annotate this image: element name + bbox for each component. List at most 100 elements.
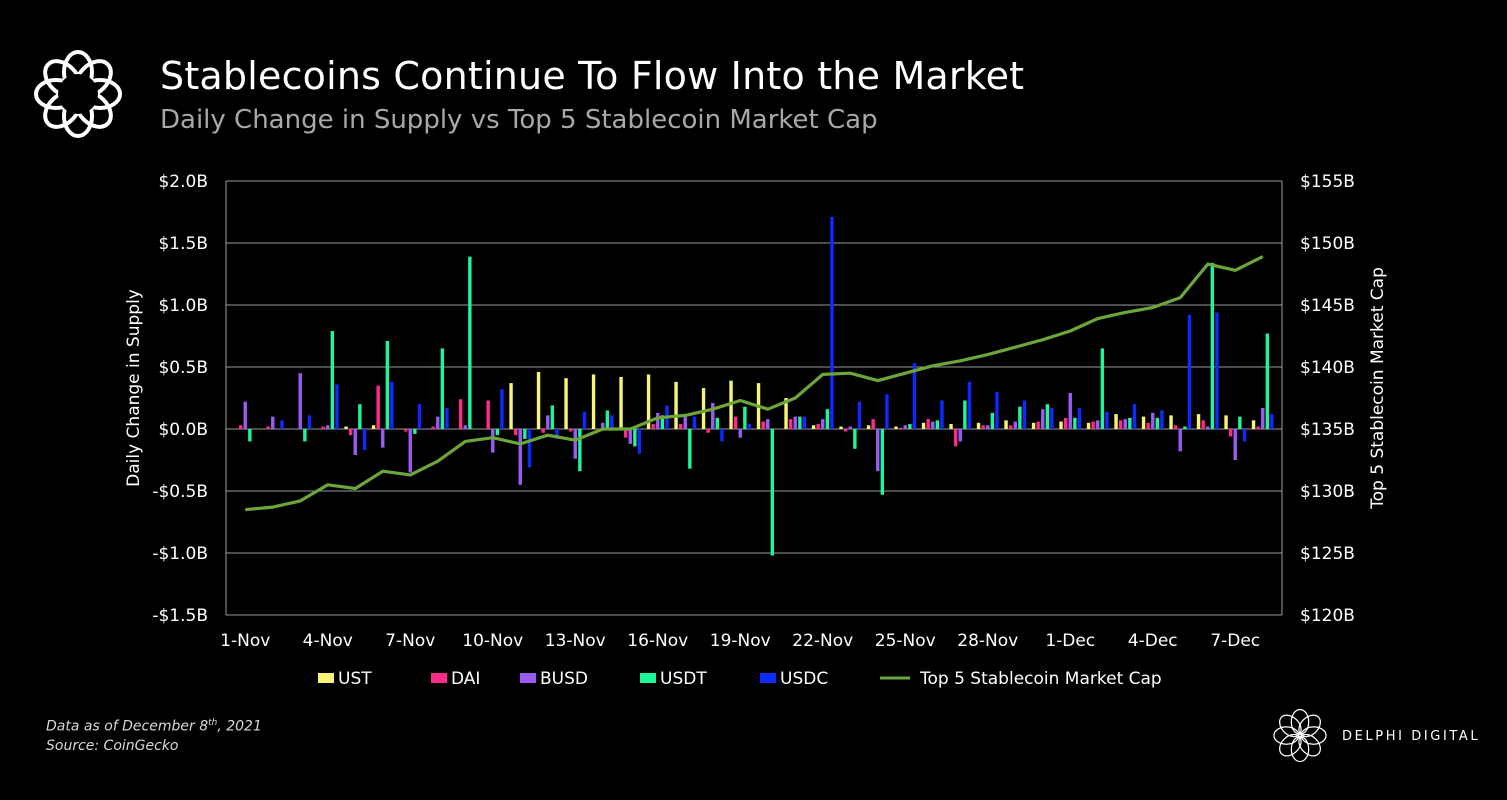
delphi-digital-brand-icon bbox=[1273, 708, 1327, 763]
bar-usdc-19-Nov bbox=[747, 424, 752, 429]
x-tick-label: 10-Nov bbox=[462, 631, 523, 651]
bar-busd-5-Nov bbox=[353, 429, 357, 456]
bar-ust-27-Nov bbox=[949, 424, 953, 429]
y-tick-label: $1.5B bbox=[158, 234, 208, 254]
footnote: Data as of December 8th, 2021 Source: Co… bbox=[46, 714, 262, 756]
bar-dai-6-Dec bbox=[1201, 420, 1205, 429]
bar-usdc-28-Nov bbox=[995, 391, 999, 429]
bar-usdc-2-Nov bbox=[280, 420, 284, 429]
bar-usdc-26-Nov bbox=[940, 400, 944, 429]
y-tick-label: $0.0B bbox=[158, 420, 208, 440]
bar-dai-4-Dec bbox=[1146, 422, 1150, 429]
legend-label: DAI bbox=[451, 669, 480, 689]
tick-labels: $2.0B $1.5B $1.0B $0.5B $0.0B -$0.5B -$1.0B -$1… bbox=[124, 172, 1388, 651]
legend-swatch bbox=[431, 673, 447, 683]
bar-ust-16-Nov bbox=[646, 374, 651, 429]
bar-busd-1-Nov bbox=[243, 401, 247, 429]
x-tick-label: 4-Nov bbox=[303, 631, 353, 651]
source-note: Source: CoinGecko bbox=[46, 737, 179, 754]
bar-ust-5-Nov bbox=[344, 426, 348, 429]
bar-usdc-3-Dec bbox=[1132, 404, 1137, 429]
legend-item-usdt: USDT bbox=[640, 669, 707, 689]
bar-usdc-11-Nov bbox=[527, 429, 532, 468]
bar-busd-3-Dec bbox=[1123, 419, 1127, 429]
bar-usdc-13-Nov bbox=[582, 411, 587, 429]
bar-dai-12-Nov bbox=[541, 429, 545, 433]
bar-usdc-8-Dec bbox=[1270, 414, 1274, 429]
legend-swatch bbox=[760, 673, 776, 683]
y2-tick-label: $135B bbox=[1300, 420, 1355, 440]
x-tick-label: 1-Dec bbox=[1045, 631, 1095, 651]
bar-busd-22-Nov bbox=[821, 419, 825, 429]
bar-busd-12-Nov bbox=[546, 415, 550, 429]
bar-busd-18-Nov bbox=[711, 402, 715, 429]
bar-busd-19-Nov bbox=[738, 429, 742, 438]
bar-busd-16-Nov bbox=[656, 412, 660, 429]
bar-usdt-28-Nov bbox=[990, 412, 995, 429]
bar-usdc-7-Nov bbox=[417, 404, 422, 429]
y2-tick-label: $130B bbox=[1300, 482, 1355, 502]
bar-dai-4-Nov bbox=[321, 426, 325, 429]
bar-usdc-30-Nov bbox=[1050, 407, 1054, 429]
bar-ust-22-Nov bbox=[811, 425, 816, 429]
bar-usdt-30-Nov bbox=[1045, 404, 1050, 429]
bar-ust-8-Dec bbox=[1251, 420, 1256, 429]
bar-usdt-3-Dec bbox=[1128, 417, 1132, 429]
bar-usdc-25-Nov bbox=[912, 363, 917, 429]
bar-dai-3-Dec bbox=[1118, 420, 1123, 429]
bar-ust-5-Dec bbox=[1169, 415, 1173, 429]
bar-usdc-15-Nov bbox=[637, 429, 642, 454]
bar-dai-25-Nov bbox=[898, 427, 903, 429]
bar-usdt-25-Nov bbox=[908, 424, 912, 429]
bar-busd-8-Nov bbox=[436, 416, 440, 429]
chart-subtitle: Daily Change in Supply vs Top 5 Stableco… bbox=[160, 105, 878, 135]
bar-usdc-29-Nov bbox=[1022, 400, 1027, 429]
bar-usdt-22-Nov bbox=[825, 409, 830, 429]
bar-ust-7-Dec bbox=[1224, 415, 1228, 429]
bar-dai-30-Nov bbox=[1036, 421, 1040, 429]
bar-ust-18-Nov bbox=[701, 388, 706, 429]
bar-usdt-14-Nov bbox=[605, 410, 610, 429]
bar-busd-9-Nov bbox=[463, 425, 467, 429]
bar-busd-11-Nov bbox=[518, 429, 522, 485]
bar-usdt-10-Nov bbox=[495, 429, 500, 436]
bar-busd-7-Dec bbox=[1233, 429, 1237, 460]
bar-busd-26-Nov bbox=[931, 421, 935, 429]
bar-busd-1-Dec bbox=[1068, 393, 1072, 429]
bar-dai-8-Nov bbox=[431, 426, 435, 429]
bar-usdt-15-Nov bbox=[633, 429, 637, 447]
bar-dai-27-Nov bbox=[953, 429, 958, 447]
bar-busd-8-Dec bbox=[1261, 407, 1265, 429]
bar-busd-25-Nov bbox=[903, 425, 907, 429]
legend-label: UST bbox=[338, 669, 372, 689]
y-tick-label: $0.5B bbox=[158, 358, 208, 378]
bar-usdt-26-Nov bbox=[935, 420, 940, 429]
bar-usdt-6-Nov bbox=[385, 340, 390, 429]
bar-busd-21-Nov bbox=[793, 416, 797, 429]
bar-ust-3-Dec bbox=[1114, 414, 1118, 429]
bar-busd-4-Nov bbox=[326, 425, 330, 429]
bar-usdt-18-Nov bbox=[715, 417, 720, 429]
legend: UST DAI BUSD USDT USDC Top 5 Stablecoin Marke… bbox=[318, 669, 1162, 689]
bar-dai-24-Nov bbox=[871, 419, 875, 429]
y-tick-label: -$1.5B bbox=[152, 606, 208, 626]
x-tick-label: 19-Nov bbox=[710, 631, 771, 651]
legend-item-usdc: USDC bbox=[760, 669, 828, 689]
bar-usdc-1-Dec bbox=[1077, 407, 1082, 429]
legend-swatch bbox=[520, 673, 536, 683]
bar-ust-15-Nov bbox=[619, 376, 623, 429]
bar-usdc-2-Dec bbox=[1105, 411, 1109, 429]
bar-dai-7-Nov bbox=[403, 429, 408, 432]
y2-tick-label: $125B bbox=[1300, 544, 1355, 564]
bar-usdc-14-Nov bbox=[610, 415, 614, 429]
delphi-flower-logo bbox=[34, 50, 122, 138]
bar-dai-9-Nov bbox=[458, 399, 463, 429]
legend-label: USDT bbox=[660, 669, 707, 689]
bar-usdt-1-Dec bbox=[1073, 417, 1077, 429]
bar-usdt-12-Nov bbox=[550, 405, 555, 429]
bar-busd-5-Dec bbox=[1178, 429, 1182, 452]
bar-dai-8-Dec bbox=[1256, 426, 1260, 429]
bar-busd-7-Nov bbox=[408, 429, 412, 473]
bar-dai-29-Nov bbox=[1008, 425, 1013, 429]
bar-busd-2-Dec bbox=[1096, 420, 1100, 429]
